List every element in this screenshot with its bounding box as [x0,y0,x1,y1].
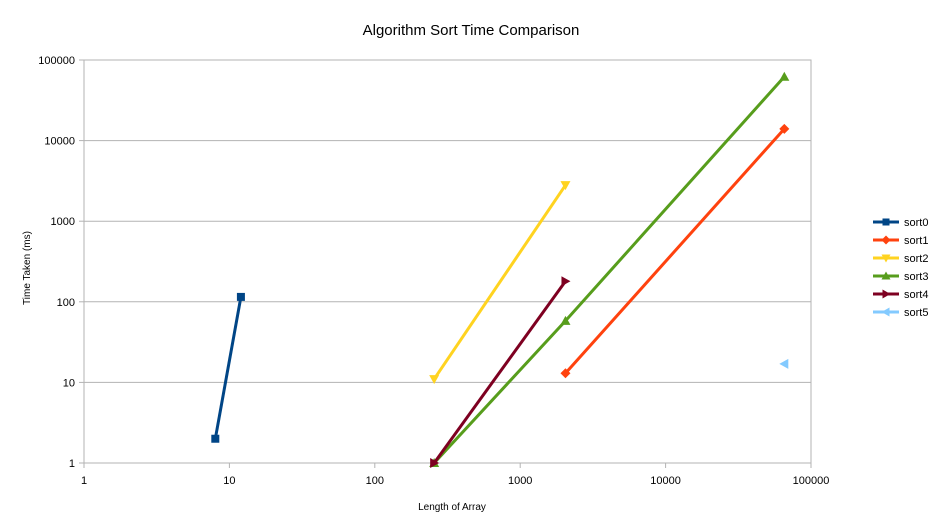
chart-title: Algorithm Sort Time Comparison [363,22,580,39]
y-tick-label: 1 [69,458,75,470]
legend-label: sort4 [904,289,928,301]
sort5-point [779,358,789,369]
legend-label: sort3 [904,271,928,283]
y-tick-label: 1000 [51,216,75,228]
sort1-line [564,127,786,375]
sort3-point [560,315,571,325]
sort2-point [560,181,571,191]
legend-swatch-marker [881,307,890,317]
legend-label: sort1 [904,235,928,247]
sort1-point [560,368,571,379]
y-tick-label: 100000 [38,55,75,67]
sort4-point [430,458,440,468]
x-tick-label: 10 [223,475,235,487]
x-axis-title: Length of Array [418,502,486,513]
legend-label: sort5 [904,307,928,319]
y-axis-title: Time Taken (ms) [22,231,33,305]
sort4-line [432,280,567,464]
sort2-line [432,184,567,380]
legend-item-sort5: sort5 [873,307,928,319]
gridlines [84,59,811,464]
legend-item-sort4: sort4 [873,289,928,301]
sort0-line [213,296,243,440]
y-axis-ticks: 1 10 100 1000 10000 100000 [38,55,84,470]
series-sort3 [429,71,790,467]
legend-swatch-marker [881,254,891,263]
series-sort5 [779,358,789,369]
x-axis-ticks: 1 10 100 1000 10000 100000 [81,463,829,487]
x-tick-label: 1000 [508,475,532,487]
x-tick-label: 1 [81,475,87,487]
sort2-point [429,375,440,385]
sort4-point [561,276,571,287]
legend: sort0 sort1 sort2 sort3 sort4 sort5 [873,217,928,319]
legend-swatch-marker [881,271,891,280]
sort1-point [779,123,790,134]
x-tick-label: 10000 [650,475,681,487]
series-group [211,71,790,468]
series-sort0 [211,292,245,443]
legend-swatch-marker [882,289,891,299]
legend-swatch-marker [881,235,891,245]
x-tick-label: 100 [366,475,384,487]
legend-item-sort3: sort3 [873,271,928,283]
sort0-point [211,434,220,443]
legend-item-sort2: sort2 [873,253,928,265]
sort3-line [433,75,786,465]
y-tick-label: 100 [57,297,75,309]
series-sort1 [560,123,790,379]
x-tick-label: 100000 [793,475,830,487]
plot-area-border [83,59,812,464]
y-tick-label: 10000 [44,136,75,148]
legend-label: sort0 [904,217,928,229]
sort0-point [236,292,245,301]
series-sort2 [429,181,571,385]
sort3-point [779,71,790,81]
legend-item-sort1: sort1 [873,235,928,247]
legend-swatch-marker [882,218,890,226]
legend-item-sort0: sort0 [873,217,928,229]
y-tick-label: 10 [63,377,75,389]
series-sort4 [430,276,571,468]
legend-label: sort2 [904,253,928,265]
